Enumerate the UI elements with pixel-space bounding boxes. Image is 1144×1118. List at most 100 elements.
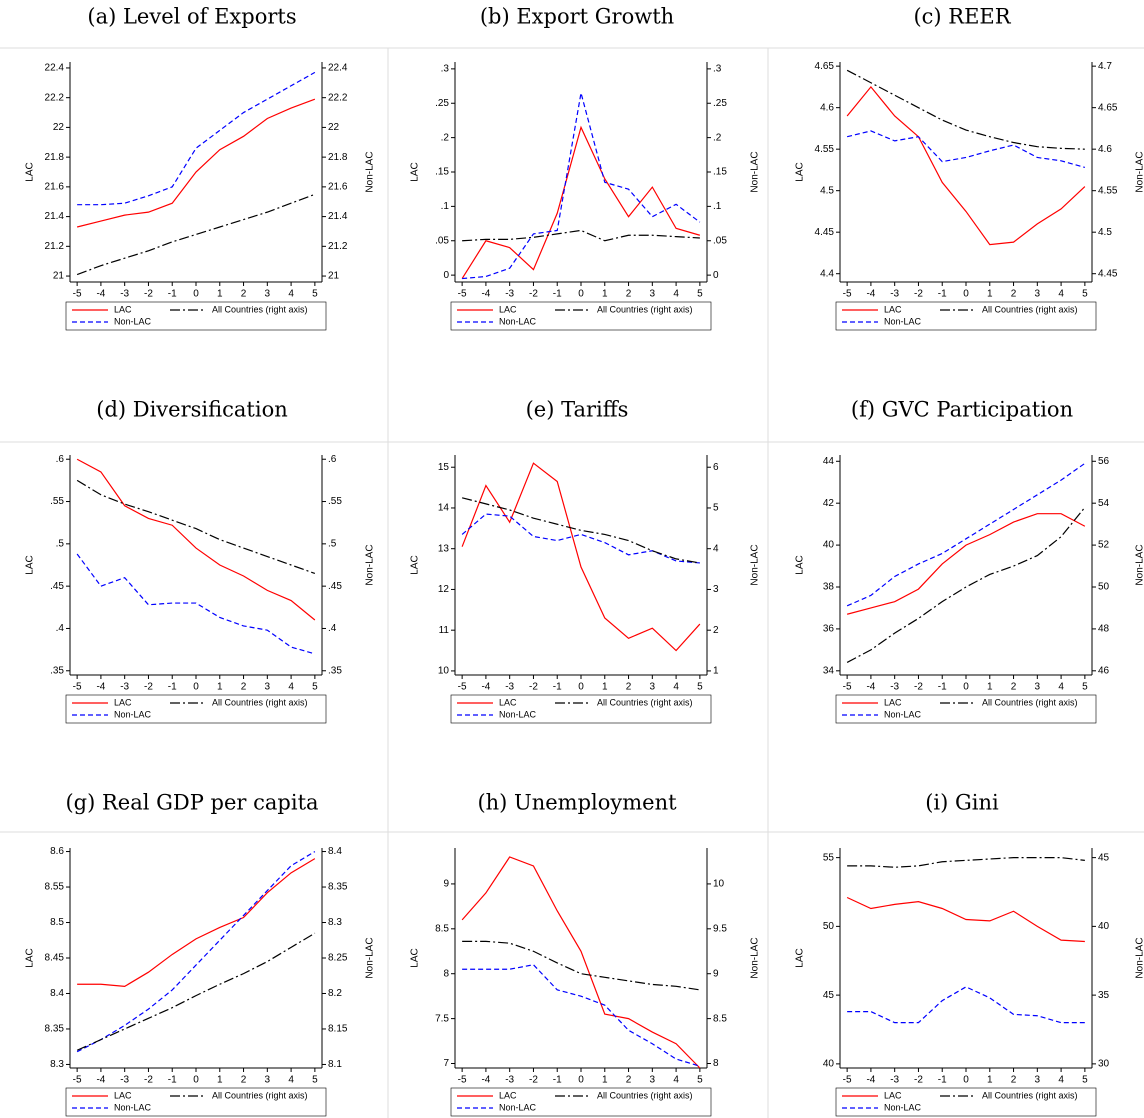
y2-tick-label: 40	[1098, 921, 1110, 932]
series-line	[76, 553, 316, 655]
legend-label: Non-LAC	[884, 709, 922, 719]
series-line	[461, 462, 701, 652]
x-tick-label: 1	[987, 682, 993, 693]
chart-title: (b) Export Growth	[480, 5, 674, 29]
y2-tick-label: 22	[328, 122, 340, 133]
y-tick-label: 21	[53, 271, 65, 282]
y-tick-label: 21.2	[45, 241, 65, 252]
y-tick-label: 8.45	[45, 953, 65, 964]
x-tick-label: 3	[1035, 289, 1041, 300]
legend-label: Non-LAC	[499, 1102, 537, 1112]
legend-label: LAC	[884, 697, 902, 707]
legend-label: Non-LAC	[884, 1102, 922, 1112]
y2-tick-label: .45	[328, 581, 342, 592]
series-line	[846, 130, 1086, 169]
legend-box	[65, 1087, 327, 1117]
y-tick-label: .25	[435, 98, 449, 109]
y-axis-label: LAC	[795, 948, 806, 967]
x-tick-label: 2	[626, 289, 632, 300]
y2-tick-label: 3	[713, 584, 719, 595]
y-tick-label: 7	[443, 1058, 449, 1069]
y2-tick-label: 21.8	[328, 152, 348, 163]
legend-label: LAC	[114, 304, 132, 314]
x-tick-label: -1	[168, 1075, 177, 1086]
x-tick-label: -4	[866, 1075, 875, 1086]
x-tick-label: 3	[1035, 682, 1041, 693]
y2-axis-label: Non-LAC	[750, 544, 761, 585]
y2-tick-label: 8.35	[328, 882, 348, 893]
y-tick-label: 38	[823, 582, 835, 593]
x-tick-label: 5	[312, 289, 318, 300]
y-tick-label: 4.5	[820, 185, 834, 196]
y2-tick-label: .1	[713, 201, 722, 212]
series-line	[847, 986, 1085, 1024]
x-tick-label: 4	[288, 289, 294, 300]
series-line	[77, 71, 316, 206]
x-tick-label: 5	[1082, 682, 1088, 693]
x-tick-label: 1	[602, 1075, 608, 1086]
x-tick-label: 5	[1082, 1075, 1088, 1086]
series-line	[76, 932, 316, 1051]
y2-tick-label: 4.6	[1098, 144, 1112, 155]
y2-tick-label: 9	[713, 968, 719, 979]
x-tick-label: -5	[843, 682, 852, 693]
x-tick-label: -1	[168, 682, 177, 693]
chart-title: (i) Gini	[925, 791, 999, 815]
x-tick-label: 4	[1058, 289, 1064, 300]
legend-label: Non-LAC	[884, 316, 922, 326]
x-tick-label: 2	[1011, 1075, 1017, 1086]
y-tick-label: .5	[56, 538, 65, 549]
y-tick-label: 10	[438, 666, 450, 677]
legend-box	[65, 301, 327, 331]
legend-label: LAC	[884, 304, 902, 314]
legend-box	[450, 301, 712, 331]
y2-tick-label: 5	[713, 503, 719, 514]
y-tick-label: 8.4	[50, 988, 64, 999]
y-tick-label: 22	[53, 122, 65, 133]
y2-tick-label: 8.1	[328, 1059, 342, 1070]
chart-title: (d) Diversification	[96, 398, 288, 422]
y2-tick-label: 8.15	[328, 1024, 348, 1035]
y-tick-label: 36	[823, 624, 835, 635]
y-tick-label: 8.3	[50, 1059, 64, 1070]
series-line	[846, 507, 1086, 663]
y2-tick-label: 4.65	[1098, 102, 1118, 113]
y-axis-label: LAC	[410, 948, 421, 967]
y-tick-label: .1	[441, 201, 450, 212]
x-tick-label: -3	[505, 289, 514, 300]
x-tick-label: -3	[505, 1075, 514, 1086]
x-tick-label: 0	[963, 289, 969, 300]
y-tick-label: 21.4	[45, 211, 65, 222]
y-tick-label: .4	[56, 623, 65, 634]
x-tick-label: -4	[866, 682, 875, 693]
y-tick-label: 13	[438, 543, 450, 554]
x-tick-label: 5	[312, 1075, 318, 1086]
y2-tick-label: .15	[713, 167, 727, 178]
y2-tick-label: .6	[328, 454, 337, 465]
y-axis-label: LAC	[25, 162, 36, 181]
y2-tick-label: .4	[328, 623, 337, 634]
y-tick-label: 55	[823, 852, 835, 863]
y-tick-label: 4.6	[820, 102, 834, 113]
y-tick-label: 8.5	[435, 923, 449, 934]
x-tick-label: -5	[458, 289, 467, 300]
x-tick-label: -2	[529, 682, 538, 693]
y2-tick-label: 48	[1098, 624, 1110, 635]
y-axis-label: LAC	[25, 948, 36, 967]
y-tick-label: 42	[823, 498, 835, 509]
x-tick-label: -4	[96, 682, 105, 693]
series-line	[846, 85, 1086, 246]
x-tick-label: 4	[673, 289, 679, 300]
y2-tick-label: 2	[713, 625, 719, 636]
x-tick-label: 1	[217, 289, 223, 300]
y2-tick-label: 4.55	[1098, 185, 1118, 196]
x-tick-label: 3	[1035, 1075, 1041, 1086]
x-tick-label: 4	[1058, 682, 1064, 693]
y-tick-label: 50	[823, 921, 835, 932]
x-tick-label: 4	[1058, 1075, 1064, 1086]
x-tick-label: 1	[602, 289, 608, 300]
x-tick-label: 5	[312, 682, 318, 693]
chart-title: (a) Level of Exports	[87, 5, 296, 29]
legend-label: LAC	[499, 304, 517, 314]
x-tick-label: 0	[193, 682, 199, 693]
